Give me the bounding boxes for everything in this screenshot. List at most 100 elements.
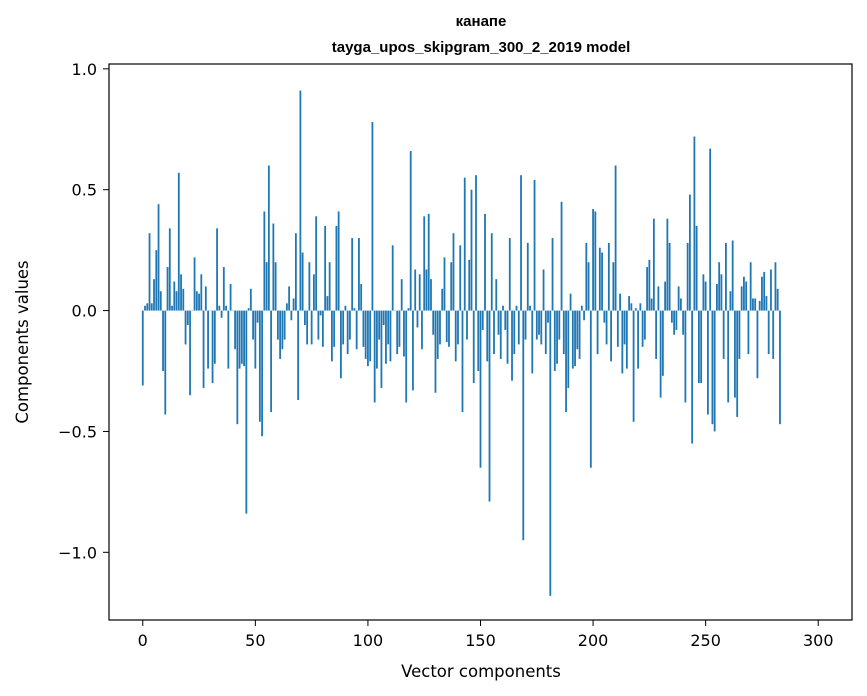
bar-45 bbox=[243, 310, 245, 367]
bar-47 bbox=[247, 308, 250, 311]
bar-166 bbox=[515, 305, 518, 311]
bar-116 bbox=[403, 310, 405, 357]
bar-210 bbox=[614, 165, 617, 311]
bar-80 bbox=[321, 310, 324, 347]
bar-129 bbox=[432, 310, 435, 335]
bar-250 bbox=[704, 281, 707, 311]
bar-270 bbox=[749, 262, 752, 311]
bar-174 bbox=[533, 180, 536, 311]
bar-164 bbox=[511, 310, 513, 381]
bar-88 bbox=[340, 310, 342, 379]
bar-220 bbox=[637, 310, 640, 369]
bar-16 bbox=[177, 172, 180, 311]
bar-137 bbox=[450, 262, 453, 311]
bar-69 bbox=[297, 310, 300, 401]
bar-102 bbox=[371, 122, 374, 311]
bar-90 bbox=[344, 305, 347, 311]
bar-154 bbox=[488, 310, 491, 502]
bar-108 bbox=[385, 310, 387, 364]
bar-208 bbox=[610, 310, 612, 362]
bar-58 bbox=[272, 223, 275, 311]
bar-266 bbox=[740, 286, 743, 311]
bar-256 bbox=[718, 262, 721, 311]
bar-272 bbox=[754, 298, 757, 311]
bar-249 bbox=[702, 274, 705, 311]
bar-92 bbox=[349, 310, 351, 340]
bar-212 bbox=[619, 293, 621, 311]
bar-132 bbox=[439, 310, 441, 345]
x-tick-label: 150 bbox=[465, 631, 496, 650]
bar-74 bbox=[308, 262, 311, 311]
bar-175 bbox=[535, 310, 538, 340]
bar-84 bbox=[331, 310, 333, 362]
bar-81 bbox=[324, 225, 327, 311]
bar-228 bbox=[655, 310, 658, 359]
bar-134 bbox=[443, 257, 446, 311]
bar-169 bbox=[522, 310, 525, 541]
bar-275 bbox=[761, 276, 763, 311]
bar-75 bbox=[310, 310, 313, 345]
bar-215 bbox=[625, 310, 628, 369]
bar-258 bbox=[722, 310, 725, 359]
bar-142 bbox=[461, 310, 464, 413]
bar-152 bbox=[484, 213, 486, 311]
bar-254 bbox=[713, 310, 716, 432]
bar-118 bbox=[407, 308, 410, 311]
bar-267 bbox=[743, 276, 745, 311]
bar-185 bbox=[558, 310, 561, 340]
bar-139 bbox=[454, 310, 457, 362]
bar-241 bbox=[684, 310, 687, 403]
bar-93 bbox=[351, 238, 354, 311]
bar-199 bbox=[589, 310, 592, 468]
bar-20 bbox=[186, 310, 189, 326]
bar-173 bbox=[531, 310, 534, 374]
bar-196 bbox=[583, 310, 585, 321]
bar-217 bbox=[630, 303, 633, 311]
bar-211 bbox=[616, 310, 619, 347]
bar-144 bbox=[466, 310, 468, 340]
bar-10 bbox=[164, 310, 167, 415]
bar-1 bbox=[144, 305, 146, 311]
chart-subtitle: tayga_upos_skipgram_300_2_2019 model bbox=[332, 39, 631, 56]
bar-121 bbox=[414, 269, 417, 311]
bar-159 bbox=[499, 310, 502, 359]
bar-73 bbox=[306, 310, 309, 345]
bar-151 bbox=[481, 310, 484, 330]
bar-126 bbox=[425, 269, 428, 311]
bar-190 bbox=[569, 293, 572, 311]
x-tick-label: 300 bbox=[803, 631, 834, 650]
bar-series bbox=[141, 90, 781, 596]
y-axis: −1.0 −0.5 0.0 0.5 1.0 bbox=[58, 60, 109, 562]
bar-136 bbox=[448, 310, 450, 347]
bar-188 bbox=[565, 310, 567, 413]
bar-247 bbox=[698, 310, 700, 384]
bar-205 bbox=[603, 310, 606, 323]
bar-104 bbox=[376, 310, 378, 369]
bar-237 bbox=[675, 310, 678, 330]
bar-200 bbox=[592, 209, 594, 311]
bar-147 bbox=[472, 310, 475, 384]
bar-32 bbox=[213, 310, 216, 364]
bar-216 bbox=[628, 296, 630, 311]
bar-218 bbox=[632, 310, 635, 422]
bar-60 bbox=[276, 310, 279, 340]
bar-107 bbox=[382, 310, 385, 326]
bar-161 bbox=[504, 310, 507, 330]
bar-50 bbox=[254, 310, 257, 369]
bar-278 bbox=[767, 310, 770, 355]
bar-87 bbox=[337, 211, 340, 311]
bar-4 bbox=[150, 303, 153, 311]
y-tick-label: −0.5 bbox=[58, 422, 97, 441]
bar-279 bbox=[770, 269, 772, 311]
bar-95 bbox=[355, 310, 358, 350]
bar-15 bbox=[175, 291, 178, 311]
bar-130 bbox=[434, 310, 437, 393]
bar-193 bbox=[576, 310, 579, 350]
bar-260 bbox=[727, 310, 730, 403]
bar-52 bbox=[258, 310, 261, 422]
bar-138 bbox=[452, 233, 455, 311]
bar-180 bbox=[547, 310, 549, 323]
bar-243 bbox=[688, 194, 691, 311]
bar-114 bbox=[398, 310, 401, 347]
bar-203 bbox=[598, 247, 601, 311]
